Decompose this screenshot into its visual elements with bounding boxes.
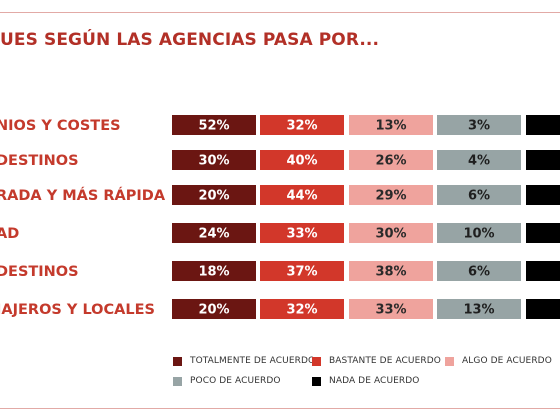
row-label: NIOS Y COSTES: [0, 118, 121, 134]
bar: [526, 150, 560, 170]
legend-item-poco: POCO DE ACUERDO: [173, 376, 281, 386]
bar-value-label: 37%: [286, 265, 317, 280]
bar: [526, 299, 560, 319]
row-label: DESTINOS: [0, 153, 79, 169]
bar-value-label: 18%: [198, 265, 229, 280]
legend-item-bastante: BASTANTE DE ACUERDO: [312, 356, 441, 366]
bar: [526, 115, 560, 135]
bar-value-label: 38%: [375, 265, 406, 280]
bar-value-label: 33%: [286, 227, 317, 242]
bottom-rule: [0, 408, 560, 409]
legend-swatch: [312, 376, 321, 386]
bar-value-label: 6%: [468, 189, 490, 204]
bar: [526, 261, 560, 281]
bar: [437, 261, 521, 281]
bar-value-label: 30%: [375, 227, 406, 242]
chart-legend: TOTALMENTE DE ACUERDO BASTANTE DE ACUERD…: [173, 354, 560, 394]
bar: [172, 115, 256, 135]
bar: [349, 185, 433, 205]
row-label: DESTINOS: [0, 264, 79, 280]
bar-value-label: 4%: [468, 154, 490, 169]
chart-title: UES SEGÚN LAS AGENCIAS PASA POR...: [0, 30, 380, 50]
bar-value-label: 13%: [375, 119, 406, 134]
bar: [172, 223, 256, 243]
legend-swatch: [173, 376, 182, 386]
legend-label: ALGO DE ACUERDO: [462, 356, 552, 366]
bar-value-label: 30%: [198, 154, 229, 169]
legend-label: BASTANTE DE ACUERDO: [329, 356, 441, 366]
bar-value-label: 40%: [286, 154, 317, 169]
bar: [526, 185, 560, 205]
bar: [260, 150, 344, 170]
bar: [260, 299, 344, 319]
bar: [349, 261, 433, 281]
legend-item-totalmente: TOTALMENTE DE ACUERDO: [173, 356, 315, 366]
bar-value-label: 6%: [468, 265, 490, 280]
legend-label: POCO DE ACUERDO: [190, 376, 281, 386]
legend-item-algo: ALGO DE ACUERDO: [445, 356, 552, 366]
bar: [349, 223, 433, 243]
bar: [437, 115, 521, 135]
bar: [260, 261, 344, 281]
bar-value-label: 29%: [375, 189, 406, 204]
bar-value-label: 44%: [286, 189, 317, 204]
bar-value-label: 26%: [375, 154, 406, 169]
row-label: AD: [0, 226, 19, 242]
legend-label: TOTALMENTE DE ACUERDO: [190, 356, 316, 366]
bar: [437, 185, 521, 205]
bar: [526, 223, 560, 243]
bar-value-label: 3%: [468, 119, 490, 134]
bar: [437, 150, 521, 170]
bar: [349, 150, 433, 170]
bar-value-label: 24%: [198, 227, 229, 242]
legend-swatch: [173, 356, 182, 366]
top-rule: [0, 12, 560, 13]
bar: [349, 115, 433, 135]
legend-item-nada: NADA DE ACUERDO: [312, 376, 419, 386]
bar-value-label: 32%: [286, 303, 317, 318]
bar-value-label: 33%: [375, 303, 406, 318]
row-label: IAJEROS Y LOCALES: [0, 302, 155, 318]
bar: [260, 223, 344, 243]
bar-value-label: 20%: [198, 189, 229, 204]
legend-label: NADA DE ACUERDO: [329, 376, 420, 386]
bar: [172, 150, 256, 170]
bar: [437, 223, 521, 243]
bar: [172, 261, 256, 281]
bar: [437, 299, 521, 319]
bar-value-label: 32%: [286, 119, 317, 134]
bar-value-label: 20%: [198, 303, 229, 318]
bar: [349, 299, 433, 319]
bar-value-label: 52%: [198, 119, 229, 134]
bar-value-label: 10%: [463, 227, 494, 242]
row-label: RADA Y MÁS RÁPIDA: [0, 187, 166, 204]
bar: [260, 185, 344, 205]
bar: [260, 115, 344, 135]
legend-swatch: [445, 356, 454, 366]
legend-swatch: [312, 356, 321, 366]
bar-value-label: 13%: [463, 303, 494, 318]
bar: [172, 299, 256, 319]
bar: [172, 185, 256, 205]
